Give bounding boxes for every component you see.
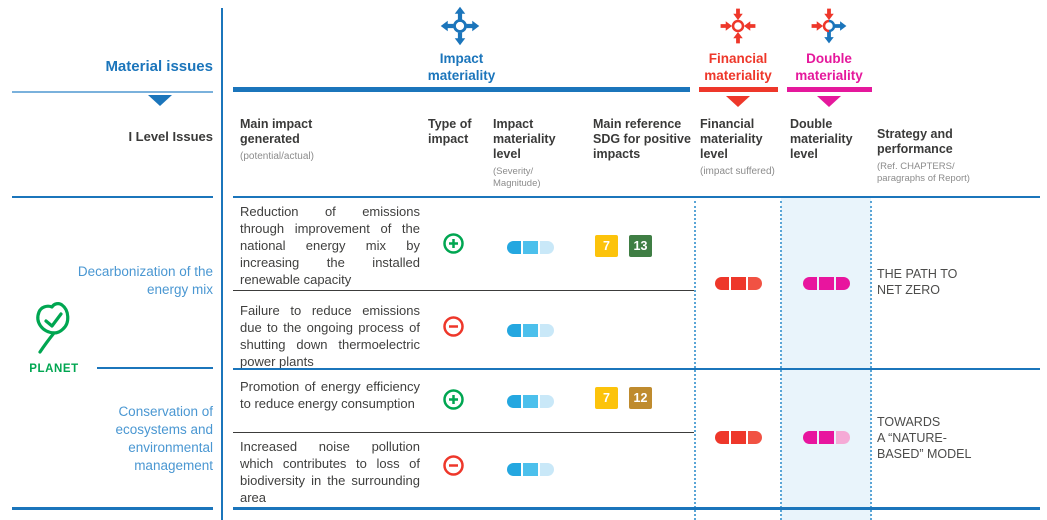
row-separator <box>233 432 694 433</box>
left-bottom-rule <box>12 507 213 510</box>
pill-segment <box>731 277 746 290</box>
sdg-badge: 7 <box>595 387 618 409</box>
left-header-rule <box>12 196 213 198</box>
financial-materiality-rule <box>699 87 778 92</box>
negative-impact-icon <box>443 316 464 342</box>
down-triangle-red-icon <box>726 96 750 107</box>
column-header-financial-level: Financial materiality level (impact suff… <box>700 117 775 177</box>
financial-materiality-header: Financial materiality <box>704 51 772 83</box>
double-level-pill <box>803 431 850 444</box>
issue-label-conservation: Conservation of ecosystems and environme… <box>115 404 213 473</box>
impact-text: Promotion of energy efficiency to reduce… <box>240 379 420 411</box>
impact-level-pill <box>507 463 554 476</box>
pill-segment <box>523 241 538 254</box>
strategy-text: THE PATH TO NET ZERO <box>877 267 958 297</box>
pill-segment <box>803 277 818 290</box>
pill-segment <box>819 431 834 444</box>
double-level-pill <box>803 277 850 290</box>
negative-impact-icon <box>443 455 464 481</box>
column-header-strategy: Strategy and performance (Ref. CHAPTERS/… <box>877 127 970 184</box>
dotted-guide-right <box>870 201 872 520</box>
material-issues-underline <box>12 91 213 93</box>
pill-segment <box>507 395 522 408</box>
pill-segment <box>523 395 538 408</box>
column-header-sdg: Main reference SDG for positive impacts <box>593 117 691 161</box>
impact-text: Increased noise pollution which contribu… <box>240 439 420 505</box>
sdg-badge: 12 <box>629 387 652 409</box>
sdg-badge: 13 <box>629 235 652 257</box>
pill-segment <box>715 431 730 444</box>
column-header-impact-level: Impact materiality level (Severity/ Magn… <box>493 117 556 189</box>
level-issues-label: I Level Issues <box>128 129 213 144</box>
pill-segment <box>715 277 730 290</box>
impact-materiality-header: Impact materiality <box>427 51 496 83</box>
impact-materiality-rule <box>233 87 690 92</box>
table-header-rule <box>233 196 1040 198</box>
financial-level-pill <box>715 431 762 444</box>
leaf-icon <box>32 300 76 361</box>
positive-impact-icon <box>443 389 464 415</box>
group-separator-rule <box>233 368 1040 370</box>
strategy-text: TOWARDS A “NATURE- BASED” MODEL <box>877 415 972 461</box>
dotted-guide-middle <box>780 201 782 520</box>
pill-segment <box>835 431 850 444</box>
pill-segment <box>539 395 554 408</box>
positive-impact-icon <box>443 233 464 259</box>
pill-segment <box>835 277 850 290</box>
pill-segment <box>523 324 538 337</box>
arrows-inward-icon <box>719 7 757 50</box>
row-separator <box>233 290 694 291</box>
column-header-type: Type of impact <box>428 117 472 146</box>
impact-text: Reduction of emissions through improveme… <box>240 204 420 287</box>
pill-segment <box>539 324 554 337</box>
pill-segment <box>523 463 538 476</box>
issue-label-decarbonization: Decarbonization of the energy mix <box>77 264 213 297</box>
pill-segment <box>507 463 522 476</box>
financial-level-pill <box>715 277 762 290</box>
sdg-badges: 7 12 <box>595 387 652 409</box>
dotted-guide-left <box>694 201 696 520</box>
sdg-badges: 7 13 <box>595 235 652 257</box>
planet-category-label: PLANET <box>29 363 79 375</box>
impact-level-pill <box>507 324 554 337</box>
down-triangle-icon <box>148 95 172 106</box>
pill-segment <box>803 431 818 444</box>
material-issues-title: Material issues <box>105 58 213 75</box>
vertical-divider <box>221 8 223 520</box>
pill-segment <box>507 324 522 337</box>
double-materiality-column-shade <box>781 198 871 520</box>
impact-level-pill <box>507 241 554 254</box>
double-materiality-rule <box>787 87 872 92</box>
table-bottom-rule <box>233 507 1040 510</box>
pill-segment <box>747 277 762 290</box>
pill-segment <box>539 463 554 476</box>
impact-level-pill <box>507 395 554 408</box>
arrows-double-icon <box>810 7 848 50</box>
arrows-outward-icon <box>439 5 481 52</box>
left-group-rule <box>97 367 213 369</box>
pill-segment <box>731 431 746 444</box>
double-materiality-header: Double materiality <box>795 51 863 83</box>
down-triangle-magenta-icon <box>817 96 841 107</box>
impact-text: Failure to reduce emissions due to the o… <box>240 303 420 369</box>
pill-segment <box>539 241 554 254</box>
sdg-badge: 7 <box>595 235 618 257</box>
pill-segment <box>819 277 834 290</box>
column-header-double-level: Double materiality level <box>790 117 853 161</box>
column-header-main-impact: Main impact generated (potential/actual) <box>240 117 314 162</box>
pill-segment <box>747 431 762 444</box>
pill-segment <box>507 241 522 254</box>
